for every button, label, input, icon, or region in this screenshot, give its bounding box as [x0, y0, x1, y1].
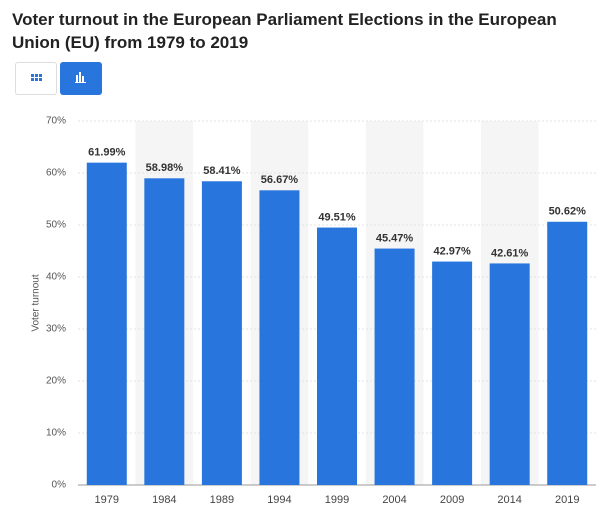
x-tick-label: 2009 — [440, 494, 464, 506]
bar — [432, 261, 473, 485]
data-label: 42.61% — [491, 247, 529, 259]
y-tick-label: 40% — [46, 272, 66, 283]
chart-view-button[interactable] — [60, 62, 102, 95]
x-tick-label: 1984 — [152, 494, 176, 506]
chart-title: Voter turnout in the European Parliament… — [12, 10, 557, 52]
data-label: 61.99% — [88, 147, 126, 159]
data-label: 56.67% — [261, 174, 299, 186]
bar — [317, 227, 357, 485]
bar — [86, 162, 127, 486]
chart-icon — [75, 72, 86, 83]
bar — [144, 178, 185, 485]
table-view-button[interactable] — [15, 62, 57, 95]
x-tick-label: 2004 — [382, 494, 406, 506]
x-tick-label: 1994 — [267, 494, 291, 506]
x-tick-label: 2019 — [555, 494, 579, 506]
table-icon — [31, 74, 42, 81]
y-tick-label: 10% — [46, 428, 66, 439]
bar — [259, 190, 300, 486]
y-tick-label: 20% — [46, 376, 66, 387]
data-label: 49.51% — [318, 211, 356, 223]
data-label: 45.47% — [376, 232, 414, 244]
data-label: 42.97% — [433, 245, 471, 257]
bar — [201, 181, 242, 485]
bar — [547, 221, 588, 485]
x-tick-label: 2014 — [497, 494, 521, 506]
y-tick-label: 60% — [46, 168, 66, 179]
x-tick-label: 1989 — [210, 494, 234, 506]
column-band — [480, 121, 539, 485]
y-axis-label: Voter turnout — [31, 274, 42, 331]
column-band — [250, 121, 309, 485]
data-label: 58.98% — [146, 162, 184, 174]
y-tick-label: 70% — [46, 116, 66, 127]
x-tick-label: 1979 — [95, 494, 119, 506]
data-label: 50.62% — [549, 206, 587, 218]
y-tick-label: 0% — [52, 480, 67, 491]
x-tick-label: 1999 — [325, 494, 349, 506]
column-band — [365, 121, 424, 485]
bar — [489, 263, 530, 485]
y-tick-label: 50% — [46, 220, 66, 231]
column-band — [135, 121, 194, 485]
y-tick-label: 30% — [46, 324, 66, 335]
bar — [374, 248, 415, 485]
data-label: 58.41% — [203, 165, 241, 177]
